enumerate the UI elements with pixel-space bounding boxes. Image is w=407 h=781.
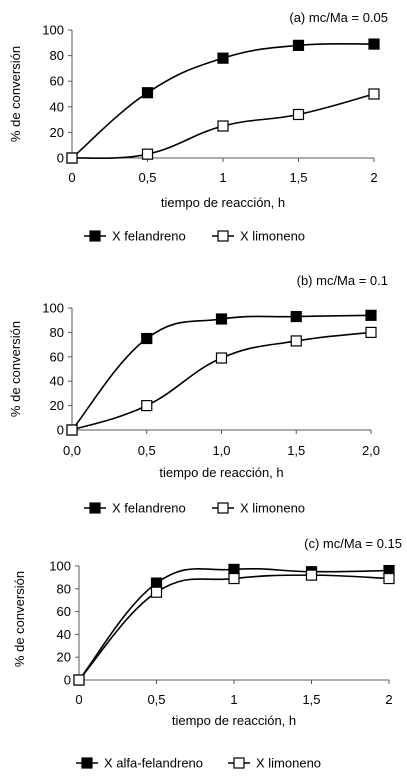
series-1	[66, 38, 380, 164]
chart-panel-c: (c) mc/Ma = 0.15 0 20 40 60 80 100 0 0,5 1 1,5 2 tie…	[12, 536, 402, 771]
legend-label: X felandreno	[112, 501, 186, 516]
y-tick-label: 100	[42, 301, 64, 316]
data-point	[228, 572, 240, 585]
data-point	[150, 586, 163, 598]
data-point	[368, 38, 380, 50]
data-point	[290, 335, 302, 347]
y-tick-label: 0	[57, 151, 64, 166]
series-1	[66, 309, 377, 436]
legend-marker	[89, 230, 101, 242]
y-tick-label: 20	[50, 398, 64, 413]
x-tick-label: 0,5	[147, 692, 165, 707]
legend-label: X alfa-felandreno	[104, 756, 203, 771]
legend-marker	[233, 757, 245, 769]
legend-entry: X limoneno	[212, 229, 305, 244]
y-tick-label: 40	[57, 627, 71, 642]
data-point	[150, 577, 163, 589]
series-line	[71, 331, 372, 431]
x-tick-label: 0,5	[138, 170, 156, 185]
data-point	[215, 313, 228, 325]
legend-entry: X limoneno	[228, 756, 321, 771]
data-point	[383, 572, 395, 585]
data-point	[305, 569, 318, 581]
legend-entry: X limoneno	[212, 501, 305, 516]
legend-marker	[217, 502, 229, 514]
x-tick-label: 1,5	[302, 692, 320, 707]
series-2	[66, 88, 380, 164]
data-point	[290, 310, 302, 323]
series-2	[73, 569, 395, 686]
legend-label: X limoneno	[240, 229, 305, 244]
series-line	[78, 567, 390, 681]
data-point	[217, 120, 229, 132]
legend-marker	[81, 757, 93, 769]
x-axis-label: tiempo de reacción, h	[172, 713, 296, 728]
data-point	[215, 352, 228, 364]
legend-label: X felandreno	[112, 229, 186, 244]
series-line	[78, 574, 390, 681]
legend-entry: X alfa-felandreno	[76, 756, 203, 771]
data-point	[141, 400, 153, 412]
y-axis-label: % de conversión	[8, 46, 23, 142]
chart-panel-b: (b) mc/Ma = 0.1 0 20 40 60 80 100 0,0 0,5 1,0 1,5 2…	[8, 273, 388, 516]
data-point	[228, 563, 240, 576]
y-tick-label: 60	[50, 74, 64, 89]
y-tick-label: 40	[50, 99, 64, 114]
data-point	[292, 39, 305, 51]
y-tick-label: 100	[42, 23, 64, 38]
y-axis-label: % de conversión	[8, 321, 23, 417]
y-tick-label: 20	[50, 125, 64, 140]
x-tick-label: 1,0	[212, 443, 230, 458]
data-point	[365, 326, 377, 338]
data-point	[141, 87, 154, 99]
x-tick-label: 2	[385, 692, 392, 707]
x-tick-label: 0,5	[138, 443, 156, 458]
y-tick-label: 80	[57, 581, 71, 596]
data-point	[73, 674, 85, 686]
x-tick-label: 1	[230, 692, 237, 707]
legend-entry: X felandreno	[84, 501, 186, 516]
x-tick-label: 2	[370, 170, 377, 185]
legend-marker	[89, 502, 101, 514]
data-point	[66, 424, 78, 436]
y-tick-label: 100	[49, 559, 71, 574]
x-tick-label: 1,5	[289, 170, 307, 185]
y-tick-label: 60	[50, 349, 64, 364]
x-axis-label: tiempo de reacción, h	[159, 465, 283, 480]
y-tick-label: 0	[64, 673, 71, 688]
x-tick-label: 0,0	[63, 443, 81, 458]
series-line	[71, 314, 372, 431]
x-tick-label: 2,0	[362, 443, 380, 458]
x-tick-label: 1	[219, 170, 226, 185]
data-point	[368, 88, 380, 100]
legend-entry: X felandreno	[84, 229, 186, 244]
y-tick-label: 20	[57, 650, 71, 665]
x-tick-label: 0	[75, 692, 82, 707]
y-tick-label: 40	[50, 374, 64, 389]
y-axis-label: % de conversión	[12, 571, 27, 667]
legend-label: X limoneno	[240, 501, 305, 516]
y-tick-label: 80	[50, 48, 64, 63]
data-point	[66, 152, 78, 164]
chart-title: (a) mc/Ma = 0.05	[289, 10, 388, 25]
data-point	[365, 309, 377, 321]
series-2	[66, 326, 377, 436]
data-point	[141, 332, 153, 345]
data-point	[292, 108, 305, 121]
y-tick-label: 60	[57, 604, 71, 619]
x-tick-label: 1,5	[287, 443, 305, 458]
chart-panel-a: (a) mc/Ma = 0.05 0 20 40 60 80 100 0 0,5 1 1,5 2 tie…	[8, 10, 388, 244]
legend-marker	[217, 230, 229, 242]
y-tick-label: 0	[57, 423, 64, 438]
legend-label: X limoneno	[256, 756, 321, 771]
data-point	[141, 148, 154, 160]
x-axis-label: tiempo de reacción, h	[161, 195, 285, 210]
y-tick-label: 80	[50, 325, 64, 340]
chart-title: (c) mc/Ma = 0.15	[304, 536, 402, 551]
chart-title: (b) mc/Ma = 0.1	[297, 273, 388, 288]
data-point	[217, 52, 229, 64]
x-tick-label: 0	[68, 170, 75, 185]
